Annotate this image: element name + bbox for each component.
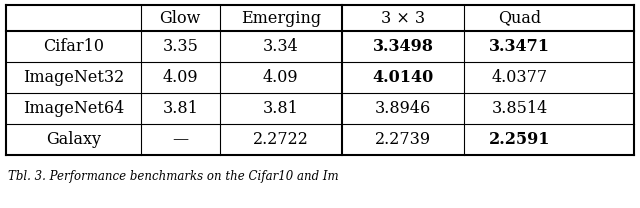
Text: 3.3471: 3.3471 bbox=[489, 38, 550, 55]
Text: 2.2722: 2.2722 bbox=[253, 131, 308, 148]
Text: 3 × 3: 3 × 3 bbox=[381, 10, 425, 27]
Text: ImageNet64: ImageNet64 bbox=[23, 100, 124, 117]
Text: 2.2739: 2.2739 bbox=[375, 131, 431, 148]
Text: 3.3498: 3.3498 bbox=[372, 38, 434, 55]
Text: —: — bbox=[172, 131, 188, 148]
Text: 4.09: 4.09 bbox=[263, 69, 299, 86]
Text: ImageNet32: ImageNet32 bbox=[23, 69, 124, 86]
Text: 3.8514: 3.8514 bbox=[492, 100, 547, 117]
Text: Galaxy: Galaxy bbox=[46, 131, 101, 148]
Text: 3.8946: 3.8946 bbox=[375, 100, 431, 117]
Text: Emerging: Emerging bbox=[241, 10, 321, 27]
Text: Cifar10: Cifar10 bbox=[43, 38, 104, 55]
Text: 3.81: 3.81 bbox=[163, 100, 198, 117]
Text: Glow: Glow bbox=[159, 10, 201, 27]
Text: 4.0377: 4.0377 bbox=[492, 69, 547, 86]
Text: 3.81: 3.81 bbox=[263, 100, 299, 117]
Text: Tbl. 3. Performance benchmarks on the Cifar10 and Im: Tbl. 3. Performance benchmarks on the Ci… bbox=[8, 170, 339, 183]
Text: Quad: Quad bbox=[498, 10, 541, 27]
Text: 4.09: 4.09 bbox=[163, 69, 198, 86]
Text: 3.34: 3.34 bbox=[263, 38, 299, 55]
Text: 2.2591: 2.2591 bbox=[489, 131, 550, 148]
Text: 3.35: 3.35 bbox=[163, 38, 198, 55]
Text: 4.0140: 4.0140 bbox=[372, 69, 434, 86]
